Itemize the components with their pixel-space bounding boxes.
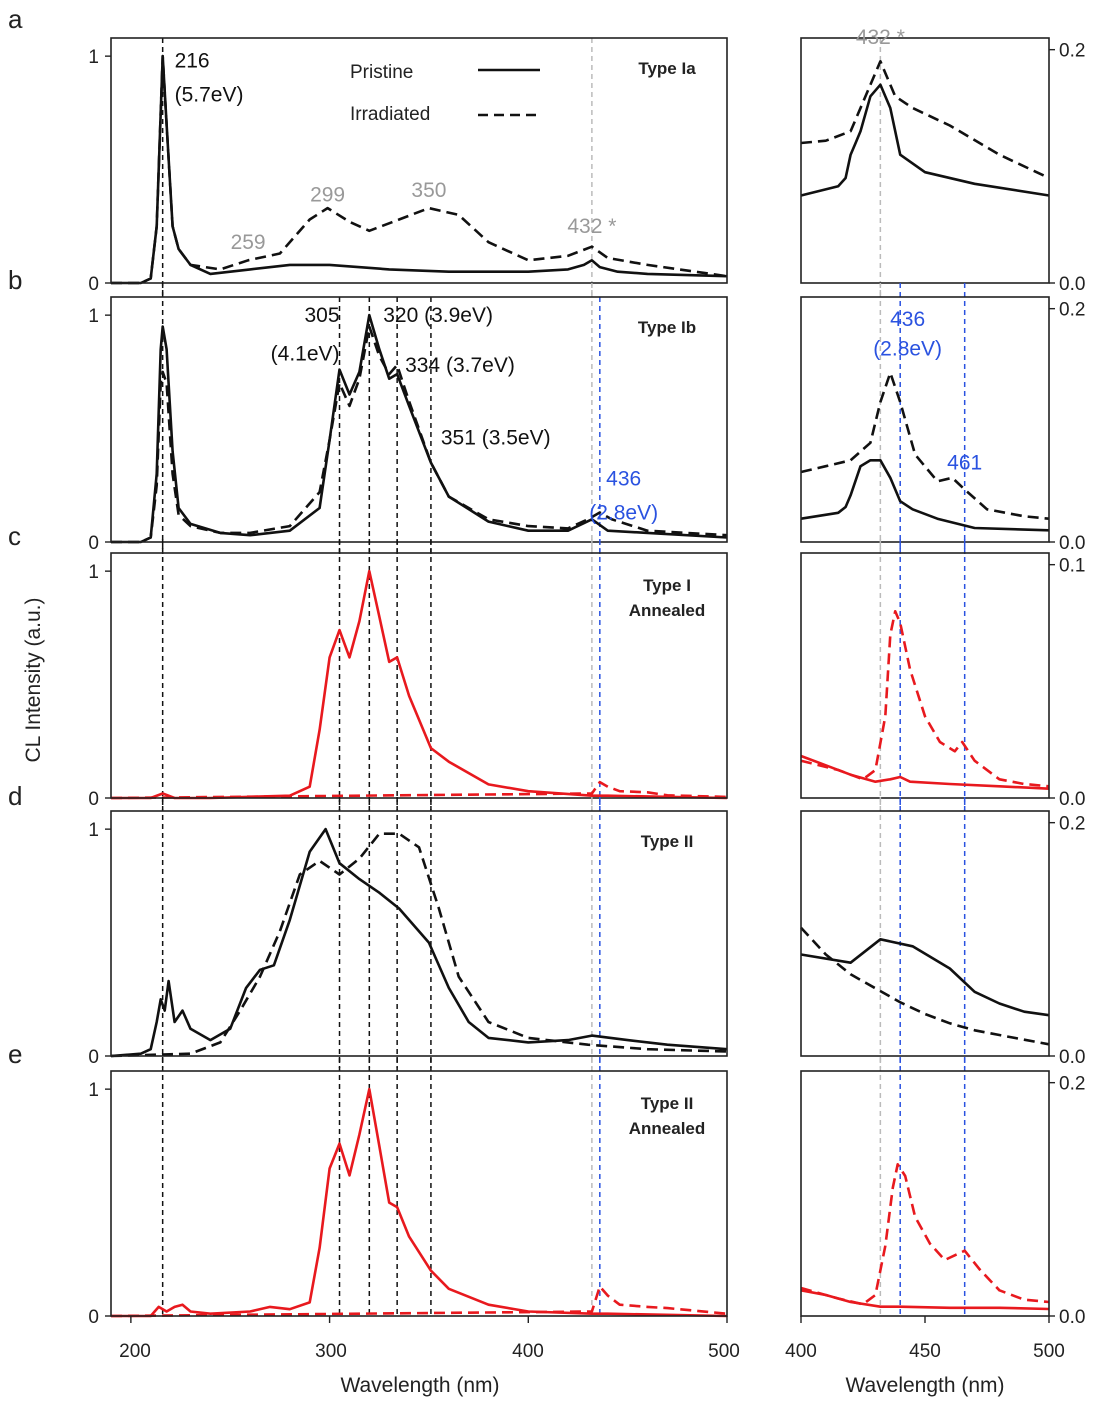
panel-title: Type II (641, 1094, 694, 1113)
inset-series-dashed (800, 926, 1050, 1046)
panel-title: Type Ib (638, 318, 696, 337)
panel-title: Type I (643, 576, 691, 595)
inset-y-tick-label: 0.0 (1059, 1047, 1085, 1068)
inset-series-dashed (800, 60, 1050, 180)
peak-label: 334 (3.7eV) (405, 354, 515, 377)
inset-series-dashed (800, 1163, 1050, 1306)
panel-title-line2: Annealed (629, 1119, 706, 1138)
y-tick-label: 0 (88, 1047, 99, 1068)
y-tick-label: 0 (88, 1307, 99, 1328)
peak-label: 305 (304, 304, 339, 327)
series-solid (110, 827, 728, 1058)
inset-series-solid (800, 938, 1050, 1017)
inset-y-tick-label: 0.2 (1059, 300, 1085, 321)
x-tick-right-400: 400 (785, 1341, 817, 1362)
inset-series-solid (800, 83, 1050, 197)
peak-label: 432 * (567, 215, 616, 238)
peak-label: 216 (175, 49, 210, 72)
series-dashed (111, 325, 728, 544)
x-axis-label-left: Wavelength (nm) (340, 1374, 499, 1397)
inset-peak-label: 432 * (856, 26, 905, 49)
x-tick-left-400: 400 (512, 1341, 544, 1362)
inset-axes-frame (800, 1070, 1050, 1317)
panel-title-line2: Annealed (629, 601, 706, 620)
y-tick-label: 0 (88, 789, 99, 810)
main-axes-frame (110, 37, 728, 284)
inset-y-tick-label: 0.0 (1059, 533, 1085, 554)
peak-label: 320 (3.9eV) (383, 304, 493, 327)
panel-letter: b (8, 265, 22, 295)
panel-b: b 0 1 0.0 0.2 Type Ib 305 (4.1eV) 320 (3.9eV) 334… (8, 265, 1085, 554)
peak-label: (4.1eV) (271, 343, 340, 366)
peak-label: 436 (606, 467, 641, 490)
y-tick-label: 1 (88, 562, 99, 583)
panel-e: e 0 1 0.0 0.2 Type II Annealed (8, 1039, 1085, 1328)
x-tick-left-500: 500 (708, 1341, 740, 1362)
series-dashed (110, 780, 728, 800)
series-dashed (110, 1285, 728, 1318)
inset-series-solid (800, 459, 1050, 532)
panel-letter: a (8, 4, 23, 34)
inset-y-tick-label: 0.0 (1059, 1307, 1085, 1328)
peak-label: 299 (310, 183, 345, 206)
inset-series-solid (800, 754, 1050, 790)
inset-y-tick-label: 0.2 (1059, 814, 1085, 835)
main-axes-frame (110, 810, 728, 1057)
panel-d: d 0 1 0.0 0.2 Type II (8, 781, 1085, 1068)
inset-series-solid (800, 1289, 1050, 1311)
main-axes-frame (110, 1070, 728, 1317)
panel-letter: d (8, 781, 22, 811)
series-solid (111, 1087, 728, 1318)
inset-y-tick-label: 0.2 (1059, 41, 1085, 62)
y-tick-label: 1 (88, 47, 99, 68)
series-dashed (111, 54, 728, 285)
series-solid (111, 313, 728, 544)
panel-letter: e (8, 1039, 22, 1069)
inset-series-dashed (800, 371, 1050, 520)
y-tick-label: 0 (88, 533, 99, 554)
inset-axes-frame (800, 552, 1050, 799)
x-tick-left-200: 200 (119, 1341, 151, 1362)
peak-label: 351 (3.5eV) (441, 426, 551, 449)
panel-title: Type Ia (638, 59, 696, 78)
peak-label: (5.7eV) (175, 84, 244, 107)
panels: a 0 1 0.0 0.2 Type Ia 216 (5.7eV) 259 299 350 432 *… (8, 4, 1085, 1328)
y-tick-label: 0 (88, 274, 99, 295)
main-axes-frame (110, 296, 728, 543)
inset-y-tick-label: 0.2 (1059, 1074, 1085, 1095)
inset-series-dashed (800, 610, 1050, 788)
inset-axes-frame (800, 296, 1050, 543)
peak-label: 350 (411, 179, 446, 202)
series-dashed (110, 832, 728, 1058)
legend-pristine-label: Pristine (350, 62, 413, 83)
inset-axes-frame (800, 37, 1050, 284)
panel-title: Type II (641, 832, 694, 851)
y-tick-label: 1 (88, 820, 99, 841)
peak-label: (2.8eV) (589, 501, 658, 524)
inset-y-tick-label: 0.0 (1059, 789, 1085, 810)
panel-a: a 0 1 0.0 0.2 Type Ia 216 (5.7eV) 259 299 350 432 *… (8, 4, 1085, 295)
legend-irradiated-label: Irradiated (350, 104, 430, 125)
inset-axes-frame (800, 810, 1050, 1057)
x-tick-left-300: 300 (315, 1341, 347, 1362)
panel-letter: c (8, 521, 21, 551)
main-axes-frame (110, 552, 728, 799)
y-axis-label: CL Intensity (a.u.) (22, 598, 45, 763)
inset-y-tick-label: 0.0 (1059, 274, 1085, 295)
inset-peak-label: (2.8eV) (873, 337, 942, 360)
legend: Pristine Irradiated (350, 62, 540, 125)
x-axis-label-right: Wavelength (nm) (845, 1374, 1004, 1397)
y-tick-label: 1 (88, 306, 99, 327)
y-tick-label: 1 (88, 1080, 99, 1101)
inset-peak-label: 436 (890, 308, 925, 331)
inset-peak-label: 461 (947, 452, 982, 475)
inset-y-tick-label: 0.1 (1059, 556, 1085, 577)
peak-label: 259 (231, 231, 266, 254)
x-tick-right-500: 500 (1033, 1341, 1065, 1362)
x-tick-right-450: 450 (909, 1341, 941, 1362)
